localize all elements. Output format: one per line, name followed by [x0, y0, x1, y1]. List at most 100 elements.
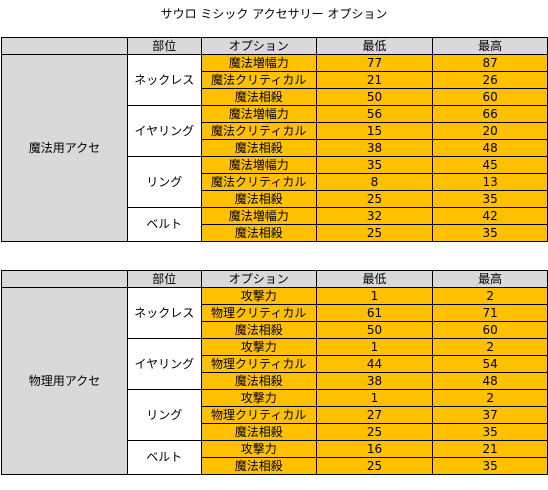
header-max: 最高: [432, 270, 548, 288]
max-value-cell: 2: [432, 287, 548, 305]
part-cell: ベルト: [126, 440, 202, 475]
table-row: 魔法相殺 50 60: [2, 321, 548, 339]
max-value-cell: 26: [432, 71, 548, 89]
option-cell: 魔法増幅力: [200, 207, 317, 225]
min-value-cell: 35: [315, 156, 434, 174]
min-value-cell: 25: [315, 423, 434, 441]
option-cell: 攻撃力: [200, 338, 317, 356]
part-cell: イヤリング: [126, 338, 202, 390]
option-table: 部位 オプション 最低 最高 物理用アクセ ネックレス 攻撃力 1 2 物理クリティカル 61 71 魔…: [1, 270, 548, 475]
table-row: 魔法相殺 38 48: [2, 372, 548, 390]
option-cell: 魔法相殺: [200, 88, 317, 106]
max-value-cell: 37: [432, 406, 548, 424]
table-row: 魔法クリティカル 8 13: [2, 173, 548, 191]
header-max: 最高: [432, 37, 548, 55]
max-value-cell: 35: [432, 457, 548, 475]
max-value-cell: 13: [432, 173, 548, 191]
option-cell: 物理クリティカル: [200, 406, 317, 424]
min-value-cell: 38: [315, 372, 434, 390]
max-value-cell: 2: [432, 338, 548, 356]
max-value-cell: 60: [432, 88, 548, 106]
min-value-cell: 77: [315, 54, 434, 72]
option-cell: 魔法相殺: [200, 139, 317, 157]
option-cell: 魔法相殺: [200, 423, 317, 441]
option-cell: 物理クリティカル: [200, 355, 317, 373]
option-cell: 物理クリティカル: [200, 304, 317, 322]
min-value-cell: 50: [315, 321, 434, 339]
table-row: リング 魔法増幅力 35 45: [2, 156, 548, 208]
header-row: 部位 オプション 最低 最高: [1, 270, 548, 288]
max-value-cell: 66: [432, 105, 548, 123]
option-cell: 魔法クリティカル: [200, 71, 317, 89]
category-cell: 魔法用アクセ: [1, 54, 128, 242]
part-cell: ネックレス: [126, 287, 202, 339]
min-value-cell: 1: [315, 338, 434, 356]
min-value-cell: 50: [315, 88, 434, 106]
table-row: 物理用アクセ ネックレス 攻撃力 1 2: [1, 287, 548, 475]
option-cell: 魔法相殺: [200, 457, 317, 475]
part-cell: ベルト: [126, 207, 202, 242]
option-table: 部位 オプション 最低 最高 魔法用アクセ ネックレス 魔法増幅力 77 87 魔法クリティカル 2…: [1, 37, 548, 242]
max-value-cell: 42: [432, 207, 548, 225]
option-cell: 魔法相殺: [200, 224, 317, 242]
header-blank-cell: [1, 270, 128, 288]
min-value-cell: 25: [315, 457, 434, 475]
table-row: 魔法相殺 38 48: [2, 139, 548, 157]
header-min: 最低: [315, 270, 434, 288]
option-cell: 攻撃力: [200, 287, 317, 305]
option-cell: 魔法相殺: [200, 190, 317, 208]
min-value-cell: 38: [315, 139, 434, 157]
table-row: 魔法相殺 25 35: [2, 190, 548, 208]
min-value-cell: 44: [315, 355, 434, 373]
min-value-cell: 25: [315, 224, 434, 242]
table-row: 魔法相殺 25 35: [2, 457, 548, 475]
part-cell: イヤリング: [126, 105, 202, 157]
table-row: ベルト 攻撃力 16 21: [2, 440, 548, 475]
max-value-cell: 35: [432, 423, 548, 441]
max-value-cell: 35: [432, 190, 548, 208]
option-cell: 魔法増幅力: [200, 156, 317, 174]
max-value-cell: 2: [432, 389, 548, 407]
min-value-cell: 21: [315, 71, 434, 89]
min-value-cell: 25: [315, 190, 434, 208]
max-value-cell: 48: [432, 139, 548, 157]
max-value-cell: 45: [432, 156, 548, 174]
min-value-cell: 32: [315, 207, 434, 225]
table-row: リング 攻撃力 1 2: [2, 389, 548, 441]
min-value-cell: 61: [315, 304, 434, 322]
table-row: 物理クリティカル 61 71: [2, 304, 548, 322]
max-value-cell: 20: [432, 122, 548, 140]
table-row: 魔法クリティカル 21 26: [2, 71, 548, 89]
table-row: 魔法相殺 25 35: [2, 224, 548, 242]
option-cell: 魔法相殺: [200, 321, 317, 339]
max-value-cell: 21: [432, 440, 548, 458]
table-row: 物理クリティカル 44 54: [2, 355, 548, 373]
max-value-cell: 48: [432, 372, 548, 390]
option-cell: 攻撃力: [200, 389, 317, 407]
max-value-cell: 35: [432, 224, 548, 242]
part-cell: ネックレス: [126, 54, 202, 106]
option-cell: 魔法増幅力: [200, 105, 317, 123]
option-cell: 魔法クリティカル: [200, 173, 317, 191]
part-cell: リング: [126, 156, 202, 208]
option-cell: 魔法相殺: [200, 372, 317, 390]
header-min: 最低: [315, 37, 434, 55]
header-part: 部位: [126, 37, 202, 55]
option-cell: 魔法増幅力: [200, 54, 317, 72]
max-value-cell: 87: [432, 54, 548, 72]
category-cell: 物理用アクセ: [1, 287, 128, 475]
option-cell: 攻撃力: [200, 440, 317, 458]
min-value-cell: 1: [315, 287, 434, 305]
min-value-cell: 1: [315, 389, 434, 407]
header-option: オプション: [200, 270, 317, 288]
header-part: 部位: [126, 270, 202, 288]
table-row: 魔法クリティカル 15 20: [2, 122, 548, 140]
header-row: 部位 オプション 最低 最高: [1, 37, 548, 55]
min-value-cell: 8: [315, 173, 434, 191]
table-row: 魔法相殺 25 35: [2, 423, 548, 441]
header-blank-cell: [1, 37, 128, 55]
min-value-cell: 27: [315, 406, 434, 424]
min-value-cell: 16: [315, 440, 434, 458]
option-cell: 魔法クリティカル: [200, 122, 317, 140]
min-value-cell: 15: [315, 122, 434, 140]
